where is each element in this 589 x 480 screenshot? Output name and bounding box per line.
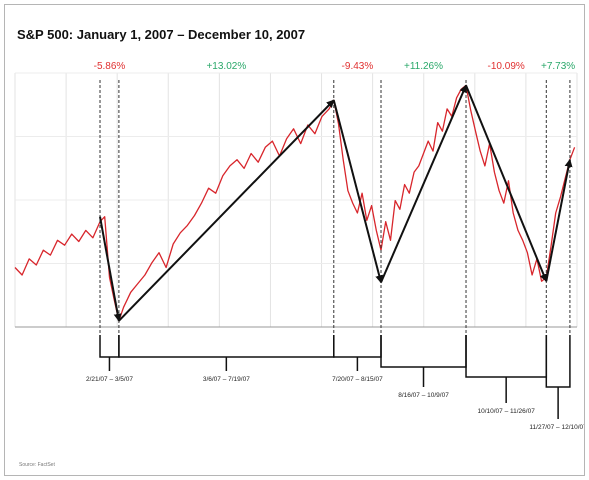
chart-frame: S&P 500: January 1, 2007 – December 10, … <box>4 4 585 476</box>
period-range-label: 3/6/07 – 7/19/07 <box>203 376 250 383</box>
trend-arrow-up <box>545 158 573 282</box>
period-range-label: 11/27/07 – 12/10/07 <box>529 424 584 431</box>
percent-change-label: -9.43% <box>342 61 374 72</box>
trend-arrow-up <box>118 99 335 322</box>
period-bracket <box>99 335 120 371</box>
percent-change-label: -10.09% <box>488 61 525 72</box>
percent-change-label: +7.73% <box>541 61 575 72</box>
period-bracket <box>465 335 548 403</box>
period-range-label: 10/10/07 – 11/26/07 <box>477 408 535 415</box>
percent-change-label: +11.26% <box>404 61 443 72</box>
source-note: Source: FactSet <box>19 462 55 468</box>
period-bracket <box>333 335 382 371</box>
period-bracket <box>380 335 467 387</box>
period-bracket <box>545 335 571 419</box>
period-bracket <box>118 335 335 371</box>
grid-lines <box>14 72 578 328</box>
period-range-label: 7/20/07 – 8/15/07 <box>332 376 383 383</box>
sp500-chart: S&P 500: January 1, 2007 – December 10, … <box>14 27 584 468</box>
chart-title: S&P 500: January 1, 2007 – December 10, … <box>17 27 305 42</box>
trend-arrow-down <box>332 100 384 284</box>
plot-area <box>14 84 576 322</box>
trend-arrow-down <box>99 216 122 322</box>
period-range-label: 8/16/07 – 10/9/07 <box>398 392 449 399</box>
percent-change-label: +13.02% <box>206 61 246 72</box>
trend-arrow-up <box>380 84 467 283</box>
period-range-label: 2/21/07 – 3/5/07 <box>86 376 133 383</box>
trend-arrow-down <box>465 85 548 283</box>
annotations: -5.86% +13.02% -9.43% +11.26% -10.09% +7.73% 2… <box>86 61 584 431</box>
percent-change-label: -5.86% <box>94 61 126 72</box>
price-line <box>14 84 576 322</box>
